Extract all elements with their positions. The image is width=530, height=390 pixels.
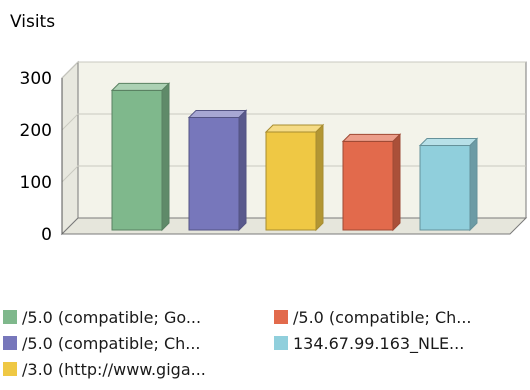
bar-side <box>315 123 324 232</box>
legend-item: /5.0 (compatible; Ch... <box>274 305 472 331</box>
legend-label: /3.0 (http://www.giga... <box>22 360 206 379</box>
legend-swatch <box>3 362 17 376</box>
bar <box>265 131 317 231</box>
bar-top <box>110 82 171 91</box>
legend-item: /5.0 (compatible; Ch... <box>3 331 201 357</box>
bar-top <box>187 109 248 118</box>
legend-swatch <box>3 310 17 324</box>
gridline <box>61 113 526 131</box>
legend-label: /5.0 (compatible; Ch... <box>22 334 201 353</box>
legend-item: 134.67.99.163_NLE... <box>274 331 464 357</box>
legend-swatch <box>274 310 288 324</box>
bar <box>188 116 240 231</box>
legend-item: /3.0 (http://www.giga... <box>3 357 206 383</box>
chart-area: Visits 0 100 200 300 <box>10 12 528 245</box>
y-tick-label: 300 <box>20 69 52 89</box>
side-wall <box>61 60 79 236</box>
legend-item: /5.0 (compatible; Go... <box>3 305 201 331</box>
bar-side <box>238 109 247 232</box>
bar-side <box>469 137 478 232</box>
gridline <box>61 61 526 79</box>
plot-area: 0 100 200 300 <box>20 60 528 245</box>
y-tick-label: 0 <box>41 225 52 245</box>
bar-top <box>341 133 402 142</box>
legend-label: /5.0 (compatible; Ch... <box>293 308 472 327</box>
legend-swatch <box>274 336 288 350</box>
bar-top <box>264 124 325 133</box>
legend-label: /5.0 (compatible; Go... <box>22 308 202 327</box>
bar-side <box>161 82 170 232</box>
bar-side <box>392 133 401 232</box>
bar <box>419 145 471 231</box>
chart-title: Visits <box>10 12 55 32</box>
y-tick-label: 100 <box>20 173 52 193</box>
legend-swatch <box>3 336 17 350</box>
bar <box>111 89 163 231</box>
bar-top <box>418 138 479 147</box>
y-tick-label: 200 <box>20 121 52 141</box>
bar <box>342 140 394 231</box>
legend-label: 134.67.99.163_NLE... <box>293 334 465 353</box>
